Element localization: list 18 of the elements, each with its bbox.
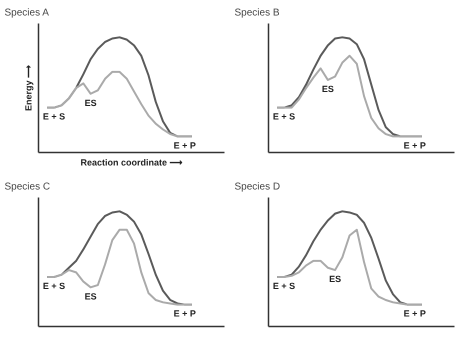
y-axis-title: Energy ⟶ bbox=[24, 64, 34, 112]
annotation: E + S bbox=[272, 112, 296, 122]
annotation: ES bbox=[322, 84, 334, 94]
annotation: E + P bbox=[404, 140, 426, 150]
annotation: E + S bbox=[42, 112, 66, 122]
x-axis-title: Reaction coordinate ⟶ bbox=[80, 158, 183, 168]
chart-title: Species C bbox=[4, 182, 50, 192]
annotation: ES bbox=[84, 98, 97, 108]
annotation: E + P bbox=[404, 308, 426, 319]
chart-title: Species D bbox=[234, 182, 280, 192]
chart-title: Species A bbox=[4, 8, 50, 18]
annotation: E + S bbox=[272, 280, 296, 291]
annotation: E + P bbox=[174, 308, 196, 319]
annotation: E + P bbox=[174, 140, 196, 150]
annotation: E + S bbox=[42, 280, 66, 291]
annotation: ES bbox=[329, 274, 342, 284]
annotation: ES bbox=[84, 291, 97, 302]
chart-title: Species B bbox=[234, 8, 280, 18]
